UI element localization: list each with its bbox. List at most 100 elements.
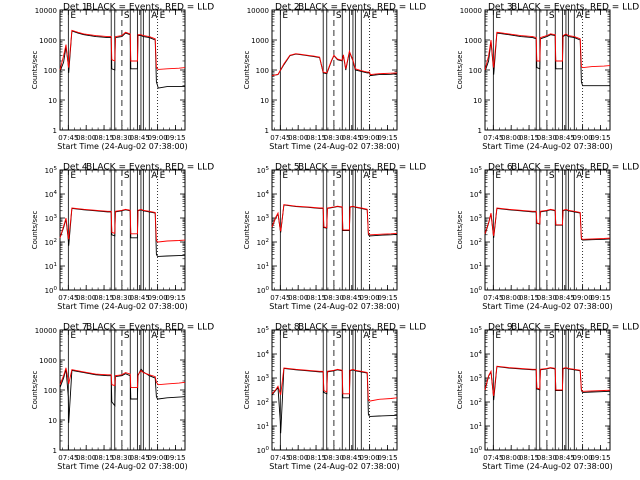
x-tick-label: 09:15 [165, 294, 185, 302]
y-axis-label: Counts/sec [31, 51, 39, 90]
y-tick-label: 10 [48, 417, 57, 425]
marker-label: E [282, 331, 288, 341]
plot-frame [484, 9, 611, 131]
y-tick-label: 1 [53, 127, 57, 135]
y-tick-label: 100 [44, 387, 57, 395]
marker-label: E [495, 11, 501, 21]
y-tick-label: 100 [45, 286, 58, 295]
y-tick-label: 10 [48, 97, 57, 105]
marker-label: E [160, 171, 166, 181]
y-tick-label: 10 [473, 97, 482, 105]
panel-legend-text: BLACK = Events, RED = LLD [86, 3, 214, 13]
x-tick-label: 07:45 [58, 134, 78, 142]
x-tick-label: 09:15 [590, 454, 610, 462]
marker-label: S [336, 171, 342, 181]
y-tick-label: 10000 [460, 7, 482, 15]
x-tick-label: 08:00 [288, 134, 308, 142]
x-tick-label: 08:45 [342, 294, 362, 302]
x-tick-label: 08:45 [342, 134, 362, 142]
marker-label: E [372, 331, 378, 341]
panel-title: Det 6 [488, 163, 513, 173]
marker-label: A [151, 171, 158, 181]
plot-frame [59, 9, 186, 131]
panel-title: Det 5 [275, 163, 300, 173]
series-line-events [271, 204, 398, 237]
y-axis-label: Counts/sec [243, 51, 251, 90]
x-axis-label: Start Time (24-Aug-02 07:38:00) [482, 302, 613, 311]
y-tick-label: 103 [257, 214, 270, 223]
y-tick-label: 103 [257, 374, 270, 383]
x-tick-label: 09:15 [590, 134, 610, 142]
y-tick-label: 105 [470, 166, 483, 175]
series-line-lld [59, 367, 186, 389]
x-tick-label: 09:00 [148, 134, 168, 142]
plot-frame [271, 169, 398, 291]
y-tick-label: 102 [257, 398, 269, 407]
panel-title: Det 8 [275, 323, 300, 333]
x-tick-label: 08:00 [501, 134, 521, 142]
y-tick-label: 1000 [39, 37, 57, 45]
y-axis-label: Counts/sec [456, 51, 464, 90]
y-tick-label: 100 [470, 446, 483, 455]
series-line-events [484, 207, 611, 241]
x-tick-label: 08:15 [94, 294, 114, 302]
x-tick-label: 08:30 [537, 294, 557, 302]
marker-label: S [336, 11, 342, 21]
y-tick-label: 105 [257, 166, 270, 175]
x-tick-label: 09:00 [360, 454, 380, 462]
x-tick-label: 08:30 [112, 294, 132, 302]
y-tick-label: 102 [470, 398, 482, 407]
y-tick-label: 101 [257, 422, 269, 431]
marker-label: S [549, 11, 555, 21]
y-tick-label: 1 [265, 127, 269, 135]
x-tick-label: 09:15 [165, 454, 185, 462]
x-tick-label: 08:45 [130, 454, 150, 462]
marker-label: E [495, 331, 501, 341]
plot-frame [271, 9, 398, 131]
panel-title: Det 1 [63, 3, 88, 13]
x-tick-label: 07:45 [483, 294, 503, 302]
marker-label: E [495, 171, 501, 181]
y-tick-label: 1 [53, 447, 57, 455]
x-tick-label: 07:45 [483, 454, 503, 462]
x-axis-label: Start Time (24-Aug-02 07:38:00) [269, 302, 400, 311]
marker-label: E [70, 331, 76, 341]
y-tick-label: 100 [469, 67, 482, 75]
x-tick-label: 08:30 [324, 134, 344, 142]
y-tick-label: 104 [470, 190, 483, 199]
panel-legend-text: BLACK = Events, RED = LLD [298, 163, 426, 173]
x-tick-label: 08:15 [519, 134, 539, 142]
x-tick-label: 08:15 [306, 294, 326, 302]
x-tick-label: 08:00 [501, 454, 521, 462]
x-tick-label: 08:30 [537, 134, 557, 142]
marker-label: E [372, 171, 378, 181]
x-tick-label: 08:45 [130, 134, 150, 142]
y-tick-label: 101 [45, 262, 57, 271]
x-tick-label: 08:00 [76, 134, 96, 142]
x-tick-label: 08:45 [555, 454, 575, 462]
x-tick-label: 09:00 [360, 134, 380, 142]
x-tick-label: 08:30 [112, 454, 132, 462]
y-tick-label: 10000 [35, 7, 57, 15]
marker-label: E [585, 11, 591, 21]
marker-label: A [151, 331, 158, 341]
x-tick-label: 08:00 [288, 454, 308, 462]
marker-label: E [372, 11, 378, 21]
y-tick-label: 1 [478, 127, 482, 135]
x-tick-label: 09:15 [377, 454, 397, 462]
marker-label: S [124, 11, 130, 21]
y-axis-label: Counts/sec [31, 211, 39, 250]
y-tick-label: 104 [45, 190, 58, 199]
y-axis-label: Counts/sec [243, 371, 251, 410]
y-tick-label: 103 [470, 214, 483, 223]
x-axis-label: Start Time (24-Aug-02 07:38:00) [57, 302, 188, 311]
x-tick-label: 08:15 [519, 454, 539, 462]
x-tick-label: 08:45 [342, 454, 362, 462]
x-tick-label: 08:15 [306, 134, 326, 142]
